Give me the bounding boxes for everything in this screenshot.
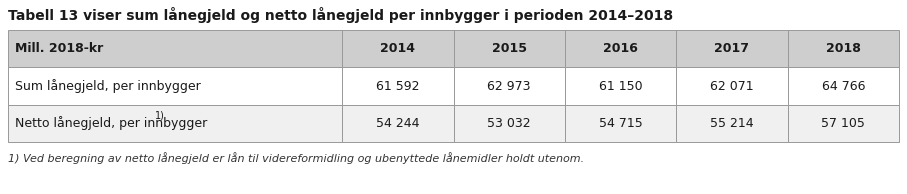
Bar: [677, 105, 787, 142]
Text: 54 715: 54 715: [599, 117, 642, 130]
Bar: [677, 67, 787, 105]
Bar: [787, 30, 899, 67]
Text: 61 150: 61 150: [599, 80, 642, 93]
Text: 61 592: 61 592: [376, 80, 420, 93]
Bar: [787, 105, 899, 142]
Text: Netto lånegjeld, per innbygger: Netto lånegjeld, per innbygger: [15, 116, 208, 130]
Text: 62 973: 62 973: [487, 80, 531, 93]
Text: 1): 1): [155, 110, 165, 120]
Bar: [454, 30, 565, 67]
Text: 55 214: 55 214: [710, 117, 754, 130]
Bar: [677, 30, 787, 67]
Bar: [787, 67, 899, 105]
Bar: [565, 105, 677, 142]
Text: 1) Ved beregning av netto lånegjeld er lån til videreformidling og ubenyttede lå: 1) Ved beregning av netto lånegjeld er l…: [8, 152, 584, 164]
Text: 54 244: 54 244: [376, 117, 420, 130]
Bar: [454, 67, 565, 105]
Bar: [342, 67, 454, 105]
Text: 62 071: 62 071: [710, 80, 754, 93]
Text: 2017: 2017: [715, 42, 749, 55]
Text: 64 766: 64 766: [822, 80, 865, 93]
Text: Mill. 2018-kr: Mill. 2018-kr: [15, 42, 103, 55]
Text: 2016: 2016: [603, 42, 638, 55]
Bar: [8, 30, 342, 67]
Text: 53 032: 53 032: [487, 117, 531, 130]
Text: Tabell 13 viser sum lånegjeld og netto lånegjeld per innbygger i perioden 2014–2: Tabell 13 viser sum lånegjeld og netto l…: [8, 7, 673, 23]
Bar: [8, 67, 342, 105]
Text: 57 105: 57 105: [822, 117, 865, 130]
Bar: [342, 30, 454, 67]
Text: 2015: 2015: [492, 42, 527, 55]
Bar: [565, 67, 677, 105]
Text: 2014: 2014: [380, 42, 415, 55]
Bar: [565, 30, 677, 67]
Bar: [8, 105, 342, 142]
Bar: [454, 105, 565, 142]
Bar: [342, 105, 454, 142]
Text: 2018: 2018: [826, 42, 861, 55]
Text: Sum lånegjeld, per innbygger: Sum lånegjeld, per innbygger: [15, 79, 200, 93]
